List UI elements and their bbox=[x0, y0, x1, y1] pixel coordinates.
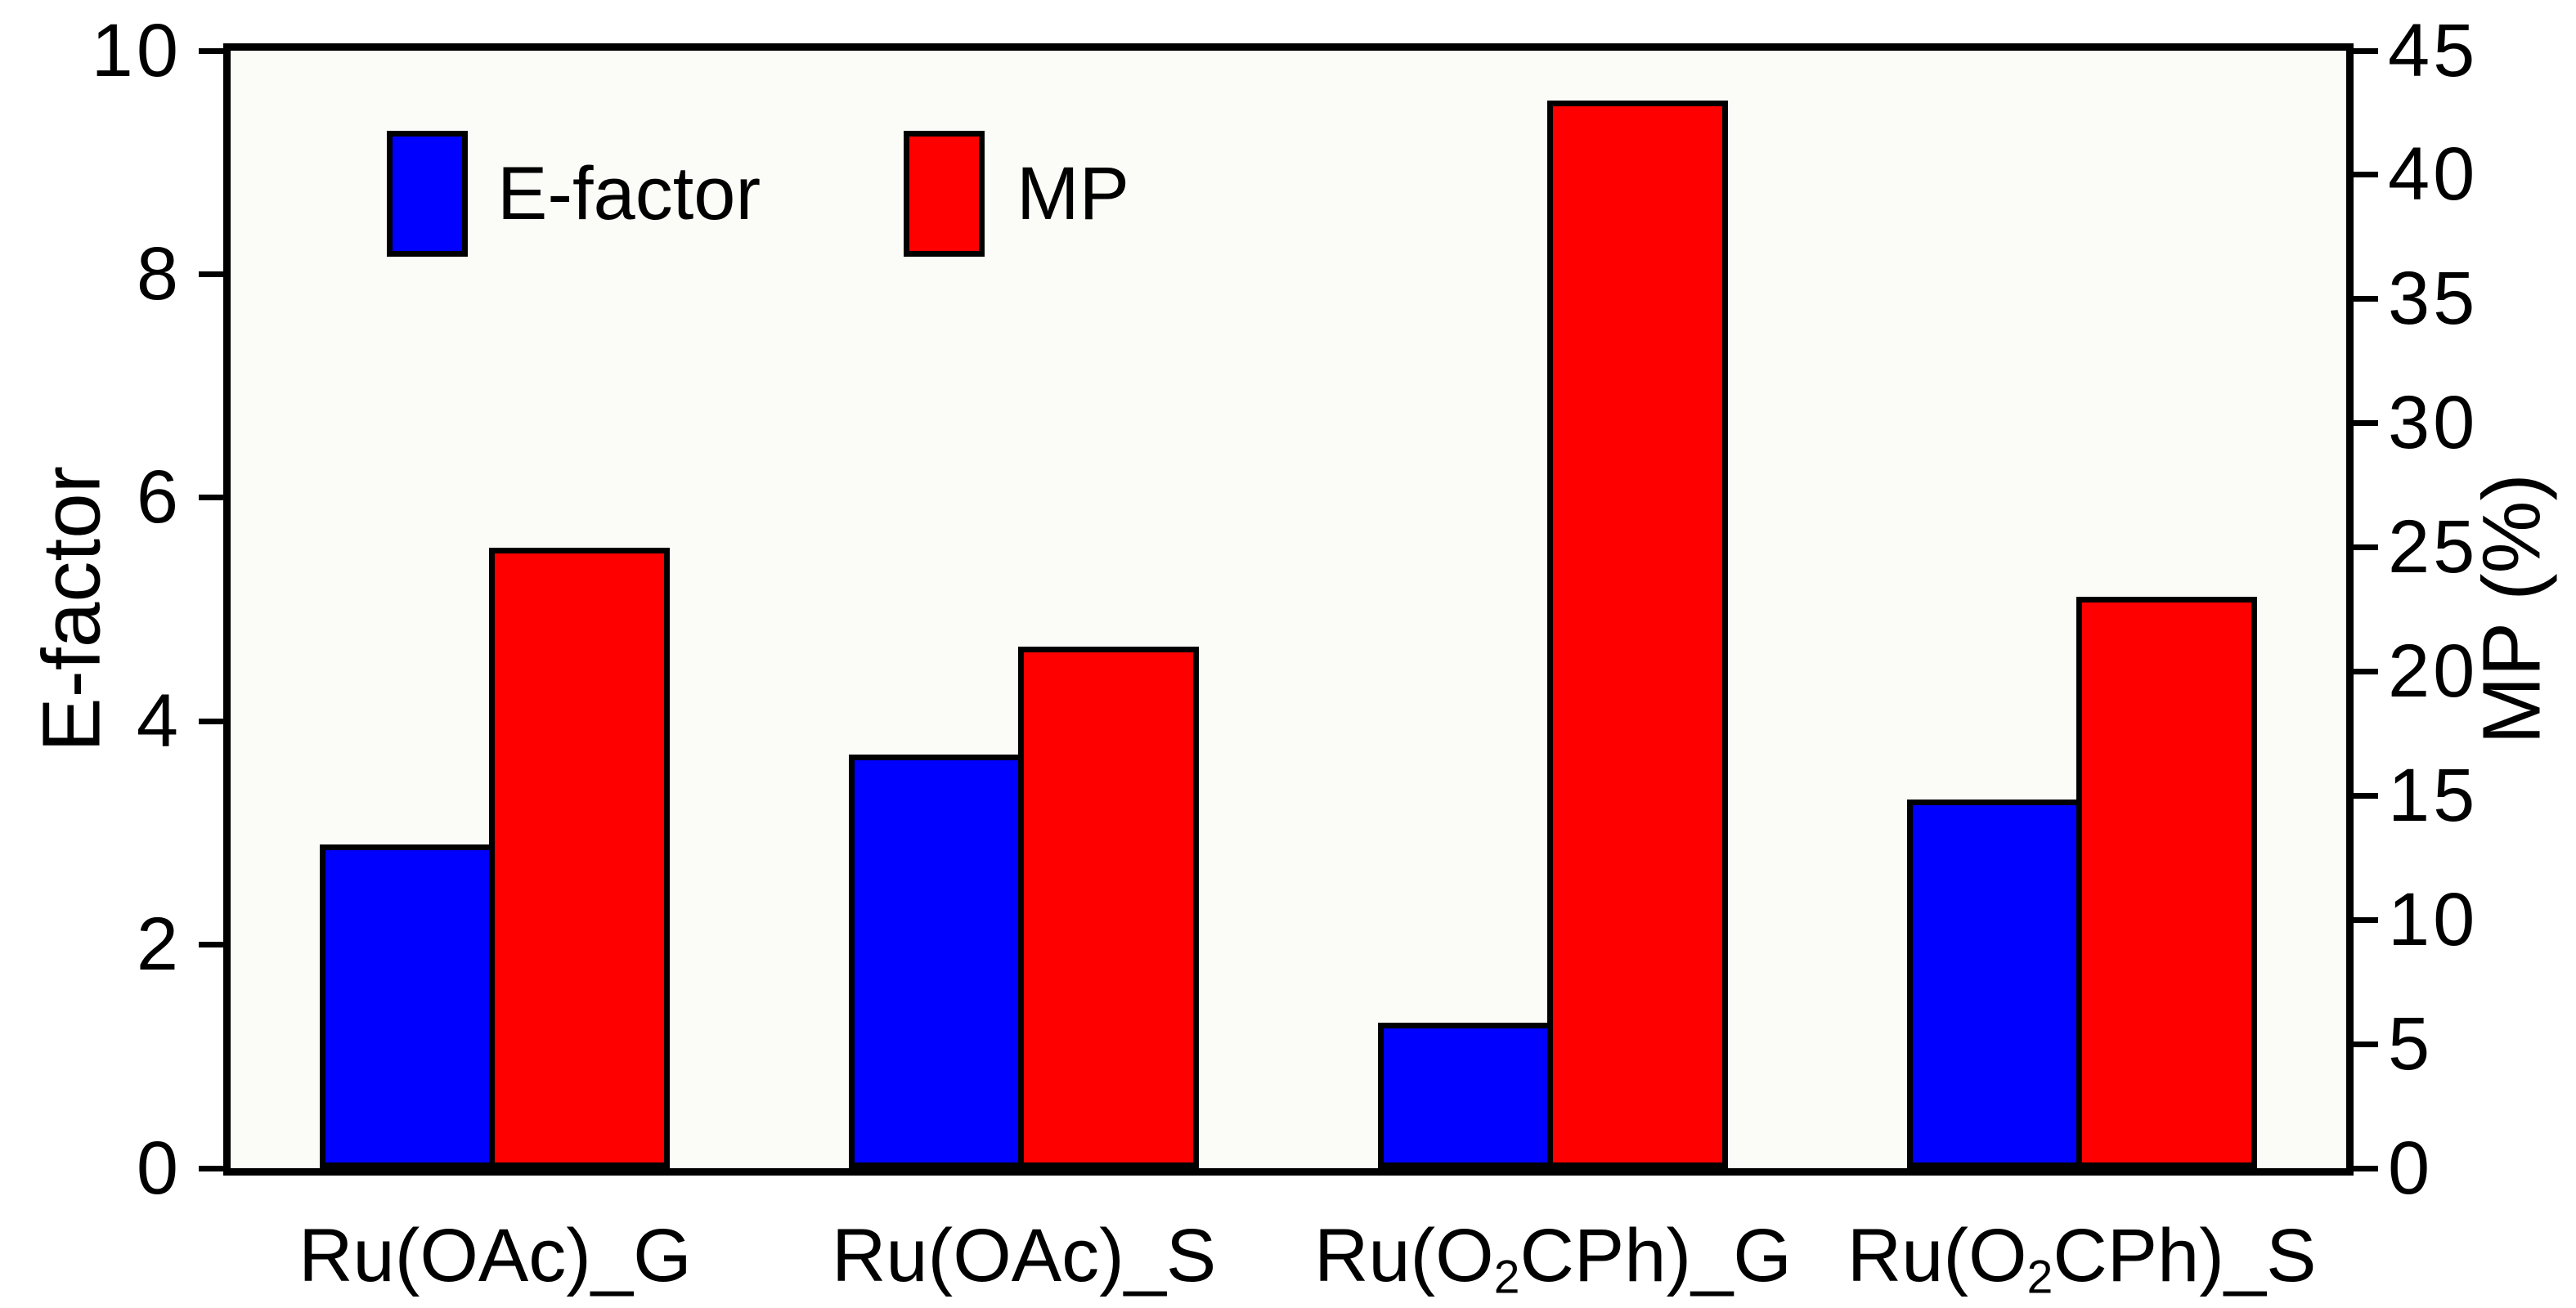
category-label-text: Ru(OAc)_G bbox=[298, 1214, 692, 1297]
category-label-text: Ru(O bbox=[1847, 1214, 2027, 1297]
axis-tick-left bbox=[199, 495, 223, 501]
category-label-text: Ru(OAc)_S bbox=[831, 1214, 1217, 1297]
tick-label-right: 20 bbox=[2388, 629, 2479, 713]
bar-mp bbox=[1546, 100, 1728, 1168]
axis-tick-right bbox=[2354, 296, 2378, 302]
y-axis-label-left: E-factor bbox=[25, 465, 118, 753]
category-label: Ru(O2CPh)_G bbox=[1267, 1213, 1839, 1304]
axis-tick-right bbox=[2354, 1165, 2378, 1171]
tick-label-right: 5 bbox=[2388, 1001, 2434, 1086]
tick-label-right: 45 bbox=[2388, 8, 2479, 92]
category-label-text: CPh)_S bbox=[2053, 1214, 2317, 1297]
tick-label-right: 30 bbox=[2388, 381, 2479, 465]
bar-e-factor bbox=[1377, 1023, 1553, 1168]
axis-tick-right bbox=[2354, 47, 2378, 54]
bar-mp bbox=[2076, 597, 2257, 1168]
axis-tick-right bbox=[2354, 668, 2378, 674]
axis-tick-right bbox=[2354, 916, 2378, 923]
axis-tick-right bbox=[2354, 792, 2378, 799]
tick-label-left: 8 bbox=[136, 231, 182, 316]
category-label-subscript: 2 bbox=[2026, 1251, 2053, 1304]
y-axis-label-right: MP (%) bbox=[2466, 473, 2558, 745]
axis-tick-right bbox=[2354, 544, 2378, 551]
bar-e-factor bbox=[849, 755, 1025, 1168]
bar-e-factor bbox=[320, 844, 496, 1168]
category-label-subscript: 2 bbox=[1493, 1251, 1520, 1304]
legend-swatch-e-factor bbox=[387, 131, 468, 257]
tick-label-left: 2 bbox=[136, 903, 182, 987]
category-label: Ru(OAc)_G bbox=[209, 1213, 781, 1299]
axis-tick-right bbox=[2354, 1041, 2378, 1047]
tick-label-right: 35 bbox=[2388, 257, 2479, 341]
tick-label-right: 0 bbox=[2388, 1126, 2434, 1210]
bar-e-factor bbox=[1906, 799, 2082, 1168]
axis-tick-left bbox=[199, 1165, 223, 1171]
category-label: Ru(OAc)_S bbox=[738, 1213, 1310, 1299]
legend-label-e-factor: E-factor bbox=[497, 151, 761, 235]
category-label-text: CPh)_G bbox=[1519, 1214, 1792, 1297]
category-label: Ru(O2CPh)_S bbox=[1796, 1213, 2368, 1304]
tick-label-right: 40 bbox=[2388, 132, 2479, 217]
legend-label-mp: MP bbox=[1016, 151, 1129, 235]
tick-label-left: 6 bbox=[136, 455, 182, 540]
tick-label-left: 10 bbox=[91, 8, 182, 92]
bar-mp bbox=[489, 547, 671, 1168]
tick-label-right: 15 bbox=[2388, 753, 2479, 837]
tick-label-left: 4 bbox=[136, 679, 182, 763]
bar-mp bbox=[1018, 647, 1200, 1168]
axis-tick-left bbox=[199, 942, 223, 948]
tick-label-left: 0 bbox=[136, 1126, 182, 1210]
axis-tick-right bbox=[2354, 172, 2378, 178]
axis-tick-left bbox=[199, 718, 223, 724]
axis-tick-left bbox=[199, 271, 223, 277]
tick-label-right: 10 bbox=[2388, 877, 2479, 961]
legend-swatch-mp bbox=[904, 131, 985, 257]
category-label-text: Ru(O bbox=[1313, 1214, 1494, 1297]
axis-tick-right bbox=[2354, 420, 2378, 427]
tick-label-right: 25 bbox=[2388, 505, 2479, 589]
plot-area: 0 2 4 6 8 10 0 5 10 15 20 25 30 35 40 45 Ru(OAc)_G Ru(OAc… bbox=[92, 9, 2475, 1304]
axis-tick-left bbox=[199, 47, 223, 54]
